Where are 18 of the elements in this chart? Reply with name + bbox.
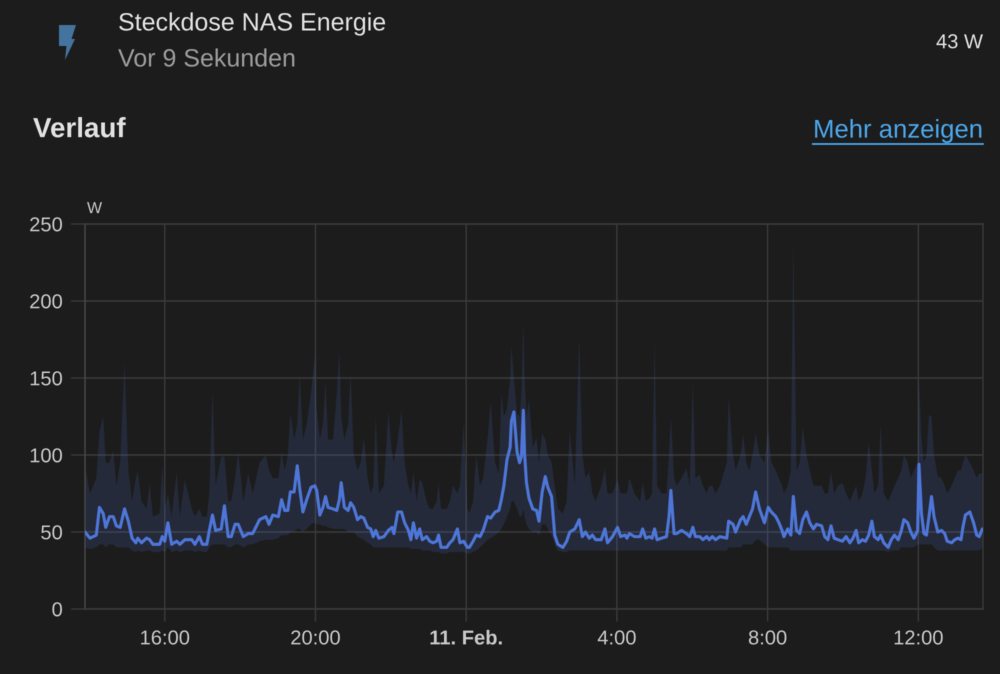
y-tick-label: 250 [30,217,62,232]
text: Mehr anzeigen [815,119,982,143]
y-tick-label: 50 [41,525,62,540]
y-tick-label: 100 [30,448,62,462]
x-tick-label: 12:00 [894,630,943,645]
x-tick-label: 11. Feb. [430,630,502,645]
y-tick-label: 200 [30,294,62,308]
chart-subtitle: Vor 9 Sekunden [118,48,294,67]
x-tick-label: 4:00 [598,630,636,645]
y-tick-label: 0 [52,602,62,616]
x-tick-label: 8:00 [748,630,786,645]
x-tick-label: 20:00 [291,630,340,645]
chart-title: Steckdose NAS Energie [119,12,386,36]
x-tick-label: 16:00 [141,630,190,645]
y-tick-label: 150 [30,371,62,386]
y-axis-title: W [87,202,102,214]
text: Verlauf [33,117,126,138]
text: 43 W [936,34,983,48]
